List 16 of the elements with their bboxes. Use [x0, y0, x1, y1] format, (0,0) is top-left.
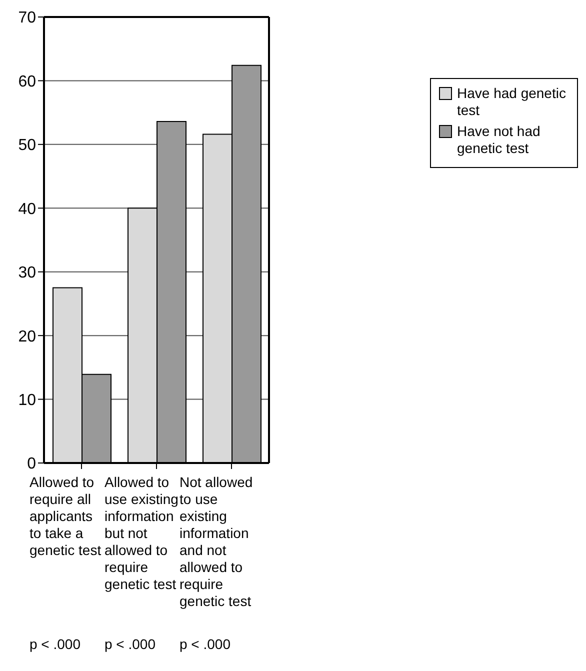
y-tick-label: 20 [18, 328, 36, 346]
x-tick-label: Allowed to require all applicants to take a genetic test [30, 474, 102, 558]
x-tick-label: Allowed to use existing information but not allowed to require genetic test [104, 474, 178, 592]
text: p < .000 [30, 636, 81, 652]
legend-label: Have not had genetic test [457, 123, 542, 157]
x-tick-label: Not allowed to use existing information and not allowed to require genetic test [180, 474, 253, 609]
y-tick-label: 60 [18, 73, 36, 90]
text: p < .000 [104, 636, 156, 652]
y-tick-label: 10 [18, 392, 36, 409]
y-tick-label: 50 [18, 137, 36, 154]
y-tick-label: 0 [27, 456, 36, 473]
legend-label: Have had genetic test [457, 85, 567, 119]
y-tick-label: 30 [18, 264, 36, 282]
y-tick-label: 40 [18, 200, 36, 218]
y-tick-label: 70 [18, 10, 36, 27]
text: p < .000 [180, 636, 231, 652]
